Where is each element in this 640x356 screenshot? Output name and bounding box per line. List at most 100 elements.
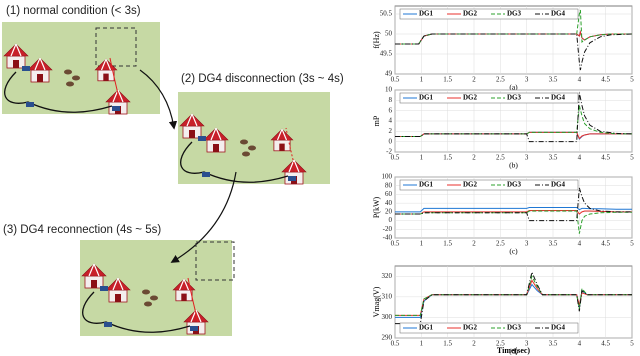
panel-label: (3) DG4 reconnection (4s ~ 5s): [3, 224, 161, 236]
series-line: [395, 105, 632, 137]
legend-label: DG1: [419, 181, 434, 189]
x-tick-label: 2: [472, 154, 476, 162]
x-tick-label: 3.5: [549, 340, 558, 348]
arrow: [170, 171, 237, 263]
y-tick-label: 2: [389, 127, 393, 135]
cattle: [240, 139, 248, 145]
y-tick-label: 60: [385, 190, 393, 198]
x-tick-label: 0.5: [391, 76, 400, 84]
caption: (d): [509, 347, 518, 356]
caption: (a): [509, 83, 518, 92]
tent-stripe: [34, 57, 46, 71]
tent-door: [213, 144, 219, 152]
x-tick-label: 4.5: [601, 154, 610, 162]
x-tick-label: 2: [472, 240, 476, 248]
y-tick-label: -40: [383, 234, 393, 242]
cattle: [248, 145, 256, 151]
cattle: [150, 295, 158, 301]
cattle: [72, 75, 80, 81]
legend-label: DG3: [507, 94, 522, 102]
tent-door: [279, 143, 285, 151]
solar-panel: [198, 136, 206, 141]
diagram: (1) normal condition (< 3s) (2) DG4 disc…: [2, 5, 344, 336]
caption: (c): [509, 247, 518, 256]
cattle: [144, 301, 152, 307]
y-tick-label: 20: [385, 207, 393, 215]
tent-roof: [179, 113, 205, 127]
x-tick-label: 3: [525, 76, 529, 84]
x-tick-label: 2: [472, 76, 476, 84]
x-tick-label: 1: [420, 76, 424, 84]
tent-door: [189, 130, 195, 138]
dg4-link: [285, 127, 297, 173]
tent-door: [181, 293, 187, 301]
series-line: [395, 33, 633, 71]
x-tick-label: 2: [472, 340, 476, 348]
x-tick-label: 2.5: [496, 76, 505, 84]
x-tick-label: 4: [578, 340, 582, 348]
x-tick-label: 3: [525, 340, 529, 348]
x-tick-label: 4.5: [601, 76, 610, 84]
y-axis-label: f(Hz): [372, 31, 381, 49]
legend-box: [399, 92, 579, 104]
y-tick-label: 10: [385, 86, 393, 94]
x-tick-label: 5: [630, 340, 634, 348]
y-tick-label: -2: [386, 148, 392, 156]
tent-stripe: [186, 113, 198, 127]
solar-panel: [202, 172, 210, 177]
x-tick-label: 5: [630, 240, 634, 248]
x-tick-label: 4.5: [601, 340, 610, 348]
y-tick-label: 50.5: [380, 10, 393, 18]
y-tick-label: 50: [385, 30, 393, 38]
panel-label: (1) normal condition (< 3s): [6, 5, 141, 17]
tent-stripe: [178, 278, 190, 291]
x-tick-label: 1.5: [443, 76, 452, 84]
x-tick-label: 4: [578, 154, 582, 162]
cattle: [242, 151, 250, 157]
series-line: [395, 187, 632, 222]
solar-panel: [26, 102, 34, 107]
legend-label: DG4: [551, 10, 566, 18]
solar-panel: [112, 106, 120, 111]
x-tick-label: 0.5: [391, 240, 400, 248]
x-tick-label: 5: [630, 154, 634, 162]
tent-door: [37, 74, 43, 82]
highlight-box: [95, 27, 137, 67]
x-tick-label: 1.5: [443, 154, 452, 162]
series-line: [395, 274, 632, 316]
legend-box: [399, 322, 579, 334]
series-line: [395, 270, 632, 325]
tent-door: [91, 280, 97, 288]
legend-label: DG1: [419, 94, 434, 102]
tent-stripe: [210, 127, 222, 141]
legend-box: [399, 8, 579, 20]
x-tick-label: 2.5: [496, 340, 505, 348]
solar-panel: [104, 322, 112, 327]
tent-door: [103, 73, 109, 81]
y-tick-label: 0: [389, 216, 393, 224]
legend-label: DG1: [419, 324, 434, 332]
y-tick-label: 4: [389, 117, 393, 125]
series-line: [395, 131, 632, 140]
y-tick-label: 40: [385, 199, 393, 207]
y-tick-label: 8: [389, 96, 393, 104]
tent-stripe: [276, 128, 288, 141]
y-tick-label: 49: [385, 70, 393, 78]
legend-label: DG3: [507, 181, 522, 189]
solar-panel: [190, 326, 198, 331]
y-tick-label: 100: [382, 173, 393, 181]
cattle: [142, 289, 150, 295]
y-axis-label: Vmag(V): [372, 286, 381, 317]
y-axis-label: mP: [372, 115, 381, 126]
x-tick-label: 4.5: [601, 240, 610, 248]
y-tick-label: 6: [389, 106, 393, 114]
legend-label: DG4: [551, 94, 566, 102]
x-tick-label: 4: [578, 76, 582, 84]
legend-box: [399, 179, 579, 191]
y-tick-label: 300: [382, 313, 393, 321]
y-tick-label: 310: [382, 292, 393, 300]
x-tick-label: 1.5: [443, 240, 452, 248]
y-tick-label: 80: [385, 181, 393, 189]
tent-roof: [27, 57, 53, 71]
x-axis-label: Time(sec): [497, 346, 531, 355]
